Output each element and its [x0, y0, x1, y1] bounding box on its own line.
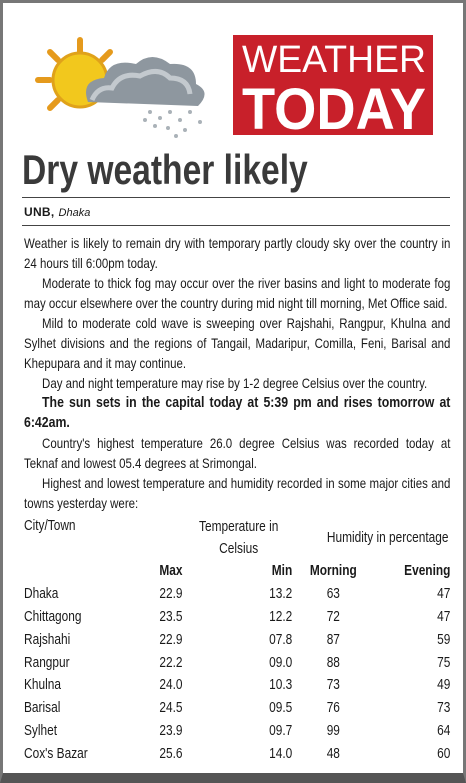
cell: 73 — [326, 677, 340, 694]
table-row: Rajshahi 22.9 07.8 87 59 — [24, 628, 450, 651]
cell: 59 — [437, 631, 451, 648]
paragraph: Highest and lowest temperature and humid… — [24, 475, 451, 511]
logo: WEATHER TODAY — [35, 35, 433, 140]
table-row: Rangpur 22.2 09.0 88 75 — [24, 651, 450, 674]
column-header: Morning — [309, 563, 357, 580]
weather-icon — [35, 37, 205, 138]
group-header: Humidity in percentage — [326, 530, 449, 546]
byline: UNB, Dhaka — [24, 205, 90, 219]
cell: 87 — [326, 631, 340, 648]
rule — [22, 197, 450, 198]
logo-box — [233, 35, 433, 135]
table-row: Sylhet 23.9 09.7 99 64 — [24, 720, 450, 743]
article-body: Weather is likely to remain dry with tem… — [24, 233, 450, 765]
city: Rangpur — [24, 654, 70, 671]
paragraph: Moderate to thick fog may occur over the… — [24, 275, 451, 311]
table-row: Chittagong 23.5 12.2 72 47 — [24, 606, 450, 629]
cell: 47 — [437, 586, 451, 603]
city: Rajshahi — [24, 631, 71, 648]
cell: 25.6 — [159, 745, 183, 762]
cell: 07.8 — [269, 631, 293, 648]
headline: Dry weather likely — [22, 146, 308, 193]
table-row: Cox's Bazar 25.6 14.0 48 60 — [24, 742, 450, 765]
city: Sylhet — [24, 722, 58, 739]
cell: 12.2 — [269, 608, 293, 625]
cell: 88 — [326, 654, 340, 671]
logo-line1: WEATHER — [242, 39, 426, 81]
header-row: City/Town Temperature in Celsius Humidity … — [24, 516, 450, 560]
cell: 09.7 — [269, 722, 293, 739]
paragraph: Mild to moderate cold wave is sweeping o… — [24, 315, 451, 371]
column-header: Evening — [404, 563, 451, 580]
city: Chittagong — [24, 608, 82, 625]
cell: 09.5 — [269, 700, 293, 717]
column-header: Min — [271, 563, 293, 580]
paragraph: Country's highest temperature 26.0 degre… — [24, 435, 451, 471]
agency: UNB, — [24, 205, 55, 219]
cell: 72 — [326, 608, 340, 625]
paragraph: Day and night temperature may rise by 1-… — [42, 375, 428, 391]
cell: 14.0 — [269, 745, 293, 762]
cell: 76 — [326, 700, 340, 717]
table-row: Dhaka 22.9 13.2 63 47 — [24, 583, 450, 606]
cell: 63 — [326, 586, 340, 603]
cell: 24.0 — [159, 677, 183, 694]
cell: 23.5 — [159, 608, 183, 625]
group-header: City/Town — [24, 518, 76, 534]
paragraph: Weather is likely to remain dry with tem… — [24, 235, 451, 271]
cell: 23.9 — [159, 722, 183, 739]
cell: 64 — [437, 722, 451, 739]
cell: 13.2 — [269, 586, 293, 603]
rule — [22, 225, 450, 226]
cell: 24.5 — [159, 700, 183, 717]
cell: 47 — [437, 608, 451, 625]
cell: 99 — [326, 722, 340, 739]
table-row: Khulna 24.0 10.3 73 49 — [24, 674, 450, 697]
cell: 48 — [326, 745, 340, 762]
group-header: Temperature in Celsius — [199, 519, 279, 557]
cell: 09.0 — [269, 654, 293, 671]
logo-line2: TODAY — [242, 77, 426, 140]
table-row: Barisal 24.5 09.5 76 73 — [24, 697, 450, 720]
cell: 22.9 — [159, 586, 183, 603]
column-header: Max — [159, 563, 183, 580]
location: Dhaka — [58, 207, 91, 219]
city: Khulna — [24, 677, 62, 694]
cell: 22.9 — [159, 631, 183, 648]
cell: 73 — [437, 700, 451, 717]
cell: 75 — [437, 654, 451, 671]
city: Dhaka — [24, 586, 59, 603]
cell: 60 — [437, 745, 451, 762]
cell: 10.3 — [269, 677, 293, 694]
cell: 49 — [437, 677, 451, 694]
header-row: Max Min Morning Evening — [24, 560, 450, 583]
spacer — [24, 560, 128, 583]
weather-table: City/Town Temperature in Celsius Humidity … — [24, 516, 450, 765]
city: Barisal — [24, 700, 61, 717]
paragraphs: Weather is likely to remain dry with tem… — [24, 233, 450, 513]
paragraph: The sun sets in the capital today at 5:3… — [24, 394, 451, 431]
cell: 22.2 — [159, 654, 183, 671]
city: Cox's Bazar — [24, 745, 88, 762]
